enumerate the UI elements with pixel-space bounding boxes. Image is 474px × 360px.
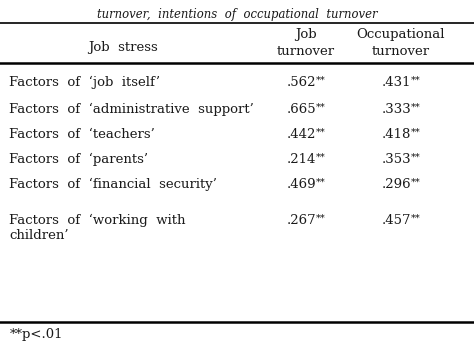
Text: **: ** [411, 214, 421, 223]
Text: Job  stress: Job stress [88, 41, 158, 54]
Text: **: ** [316, 76, 326, 85]
Text: Job: Job [295, 28, 317, 41]
Text: turnover: turnover [372, 45, 429, 58]
Text: Factors  of  ‘financial  security’: Factors of ‘financial security’ [9, 178, 218, 192]
Text: Factors  of  ‘administrative  support’: Factors of ‘administrative support’ [9, 103, 255, 116]
Text: .431: .431 [382, 76, 411, 89]
Text: Factors  of  ‘job  itself’: Factors of ‘job itself’ [9, 76, 161, 89]
Text: .442: .442 [287, 128, 316, 141]
Text: .457: .457 [382, 214, 411, 227]
Text: **: ** [411, 128, 421, 137]
Text: .469: .469 [287, 178, 316, 191]
Text: .665: .665 [287, 103, 316, 116]
Text: **p<.01: **p<.01 [9, 328, 63, 341]
Text: **: ** [411, 153, 421, 162]
Text: **: ** [316, 103, 326, 112]
Text: .418: .418 [382, 128, 411, 141]
Text: .333: .333 [382, 103, 411, 116]
Text: Factors  of  ‘working  with
children’: Factors of ‘working with children’ [9, 214, 186, 242]
Text: Factors  of  ‘teachers’: Factors of ‘teachers’ [9, 128, 155, 141]
Text: turnover,  intentions  of  occupational  turnover: turnover, intentions of occupational tur… [97, 8, 377, 21]
Text: **: ** [316, 128, 326, 137]
Text: **: ** [411, 76, 421, 85]
Text: .562: .562 [287, 76, 316, 89]
Text: Occupational: Occupational [356, 28, 445, 41]
Text: **: ** [316, 153, 326, 162]
Text: **: ** [316, 214, 326, 223]
Text: Factors  of  ‘parents’: Factors of ‘parents’ [9, 153, 149, 166]
Text: **: ** [316, 178, 326, 187]
Text: **: ** [411, 103, 421, 112]
Text: turnover: turnover [277, 45, 335, 58]
Text: .353: .353 [382, 153, 411, 166]
Text: .267: .267 [287, 214, 316, 227]
Text: **: ** [411, 178, 421, 187]
Text: .214: .214 [287, 153, 316, 166]
Text: .296: .296 [382, 178, 411, 191]
